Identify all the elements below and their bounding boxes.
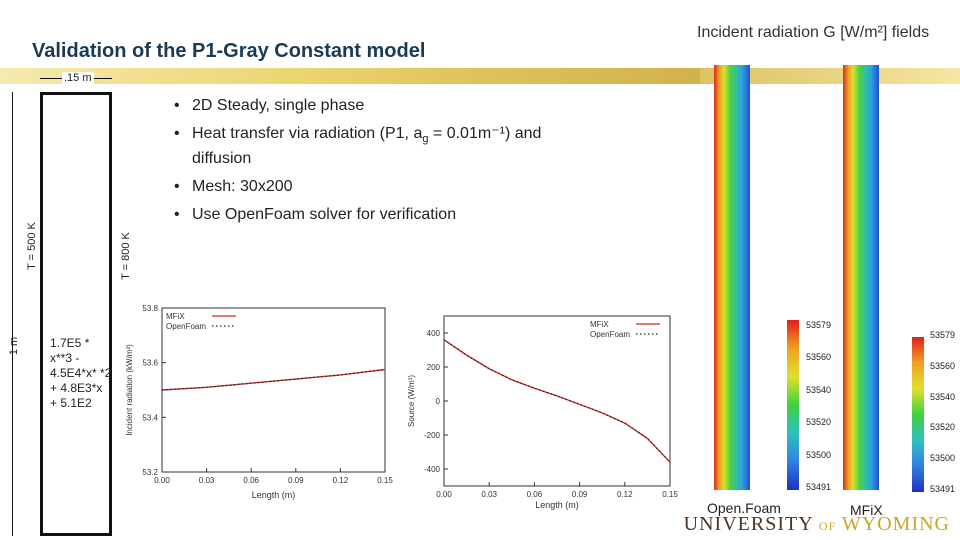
- x-axis-label: Length (m): [535, 500, 579, 510]
- openfoam-label: Open.Foam: [707, 500, 781, 516]
- series-line-mfix: [161, 368, 386, 391]
- colorbar-tick-label: 53579: [930, 330, 956, 340]
- fields-title: Incident radiation G [W/m²] fields: [697, 24, 930, 41]
- logo-part3: WYOMING: [841, 513, 950, 535]
- y-axis-label: Incident radiation (kW/m²): [125, 344, 134, 436]
- x-tick-label: 0.00: [154, 476, 170, 485]
- bullet-item: Use OpenFoam solver for verification: [170, 205, 590, 224]
- slide-title: Validation of the P1-Gray Constant model: [32, 40, 426, 62]
- colorbar-tick-label: 53500: [806, 449, 832, 460]
- right-bc-label: T = 800 K: [120, 232, 132, 280]
- y-tick-label: 53.8: [142, 304, 158, 313]
- series-line-openfoam: [161, 368, 386, 391]
- university-logo: UNIVERSITY OF WYOMING: [684, 513, 950, 536]
- y-tick-label: 400: [427, 329, 441, 338]
- incident-radiation-chart: 0.00 0.03 0.06 0.09 0.12 0.15 53.2 53.4 53.6 53.8…: [120, 300, 395, 500]
- legend-label: OpenFoam: [590, 330, 630, 339]
- colorbar-mfix: [912, 337, 924, 492]
- bullet-item: 2D Steady, single phase: [170, 96, 590, 115]
- plot-frame: [161, 307, 386, 473]
- height-dimension-line: [12, 92, 13, 536]
- x-tick-label: 0.06: [527, 490, 543, 499]
- y-tick-label: 53.6: [142, 359, 158, 368]
- x-tick-label: 0.03: [481, 490, 497, 499]
- domain-box: [40, 92, 112, 536]
- colorbar-tick-label: 53560: [930, 360, 956, 371]
- colorbar-tick-label: 53540: [806, 384, 832, 395]
- gold-banner-left: [0, 68, 700, 84]
- y-axis-label: Source (W/m³): [407, 375, 416, 427]
- x-tick-label: 0.09: [572, 490, 588, 499]
- mfix-field: [843, 65, 879, 490]
- source-chart: 0.00 0.03 0.06 0.09 0.12 0.15 400 200 0 -200 -400 L…: [398, 310, 678, 510]
- legend-label: OpenFoam: [166, 322, 206, 331]
- colorbar-tick-label: 53491: [806, 482, 832, 492]
- x-tick-label: 0.15: [662, 490, 678, 499]
- x-tick-label: 0.09: [288, 476, 304, 485]
- bullet-item: Mesh: 30x200: [170, 177, 590, 196]
- legend-label: MFiX: [590, 320, 609, 329]
- series-line-mfix: [443, 339, 671, 463]
- x-tick-label: 0.12: [333, 476, 349, 485]
- left-bc-label: T = 500 K: [26, 222, 38, 270]
- bullet-list: 2D Steady, single phase Heat transfer vi…: [170, 96, 590, 233]
- source-chart-svg: 0.00 0.03 0.06 0.09 0.12 0.15 400 200 0 -200 -400 L…: [407, 315, 678, 510]
- bullet-item: Heat transfer via radiation (P1, ag = 0.…: [170, 124, 590, 168]
- colorbar-tick-label: 53491: [930, 484, 956, 494]
- logo-part1: UNIVERSITY: [683, 513, 813, 535]
- y-tick-label: -400: [424, 465, 441, 474]
- x-tick-label: 0.00: [436, 490, 452, 499]
- series-line-openfoam: [443, 339, 671, 463]
- colorbar-tick-label: 53520: [806, 417, 832, 428]
- x-tick-label: 0.12: [617, 490, 633, 499]
- colorbar-tick-label: 53500: [930, 453, 956, 464]
- logo-part2: OF: [818, 519, 837, 533]
- gold-banner-right: [700, 68, 960, 84]
- colorbar-openfoam: [787, 320, 799, 490]
- x-tick-label: 0.15: [377, 476, 393, 485]
- y-tick-label: 53.4: [142, 413, 158, 422]
- x-tick-label: 0.03: [199, 476, 215, 485]
- colorbar-tick-label: 53560: [806, 352, 832, 363]
- x-tick-label: 0.06: [243, 476, 259, 485]
- bullet-text-tail: = 0.01m⁻¹) and diffusion: [192, 125, 542, 168]
- y-tick-label: 53.2: [142, 468, 158, 477]
- openfoam-field: [714, 65, 750, 490]
- colorbar-tick-label: 53579: [806, 320, 832, 330]
- y-tick-label: 200: [427, 363, 441, 372]
- height-label: 1 m: [8, 336, 20, 356]
- y-tick-label: -200: [424, 431, 441, 440]
- x-axis-label: Length (m): [252, 490, 296, 500]
- y-tick-label: 0: [436, 397, 441, 406]
- colorbar-tick-label: 53540: [930, 391, 956, 402]
- bullet-text: Heat transfer via radiation (P1, a: [192, 125, 423, 142]
- width-label: .15 m: [62, 72, 94, 84]
- incident-radiation-chart-svg: 0.00 0.03 0.06 0.09 0.12 0.15 53.2 53.4 53.6 53.8…: [125, 304, 393, 500]
- bullet-subscript: g: [422, 133, 429, 146]
- mfix-label: MFiX: [850, 502, 883, 518]
- plot-frame: [443, 315, 671, 487]
- colorbar-tick-label: 53520: [930, 422, 956, 433]
- source-formula: 1.7E5 * x**3 - 4.5E4*x* *2 + 4.8E3*x + 5…: [50, 336, 112, 410]
- legend-label: MFiX: [166, 312, 185, 321]
